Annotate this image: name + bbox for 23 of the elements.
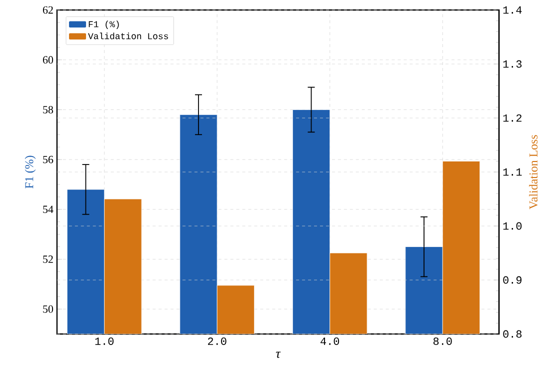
y2-tick-label: 1.3 xyxy=(503,60,522,68)
x-tick-label: 1.0 xyxy=(95,338,114,345)
x-tick-label: 8.0 xyxy=(433,338,452,345)
y2-tick-label: 1.4 xyxy=(503,6,522,14)
y2-tick-label: 0.8 xyxy=(503,330,522,338)
y-tick-label: 58 xyxy=(43,106,54,114)
y-tick-label: 52 xyxy=(43,256,53,263)
legend-label: F1 (%) xyxy=(88,20,119,30)
y2-tick-label: 1.2 xyxy=(503,114,522,122)
y-tick-label: 62 xyxy=(42,6,53,14)
y-tick-label: 50 xyxy=(43,305,54,313)
y2-axis-title: Validation Loss xyxy=(529,135,538,210)
y-tick-label: 56 xyxy=(43,156,54,164)
y2-tick-label: 1.1 xyxy=(503,168,522,176)
y-tick-label: 54 xyxy=(43,206,54,214)
y2-tick-label: 0.9 xyxy=(503,276,522,284)
x-axis-title: τ xyxy=(276,352,281,358)
x-tick-label: 2.0 xyxy=(208,338,226,345)
x-tick-label: 4.0 xyxy=(320,338,340,345)
y-tick-label: 60 xyxy=(42,56,54,64)
y2-tick-label: 1.0 xyxy=(503,222,522,230)
legend-label: Validation Loss xyxy=(88,32,168,40)
y-axis-title: F1 (%) xyxy=(24,156,36,188)
